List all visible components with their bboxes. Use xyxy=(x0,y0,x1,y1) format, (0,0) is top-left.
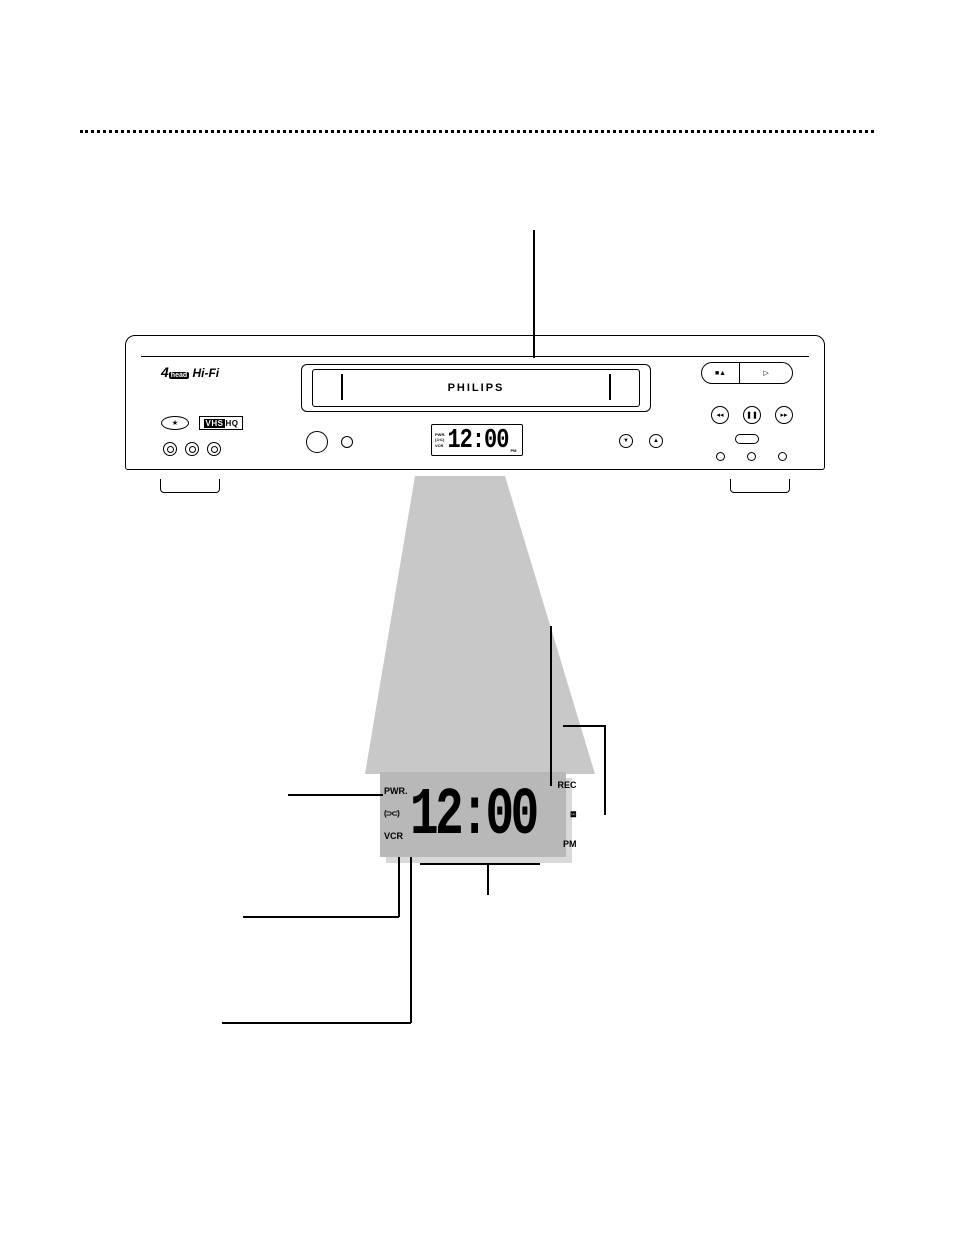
vhs-text: VHS xyxy=(204,419,226,428)
play-icon: ▷ xyxy=(763,369,768,377)
cassette-door: PHILIPS xyxy=(312,369,640,407)
callout-lead-cassette-slot xyxy=(533,230,535,358)
channel-buttons: ▼ ▲ xyxy=(619,434,663,448)
vcr-foot-right xyxy=(730,479,790,493)
callout-lead-clock-drop xyxy=(487,863,489,895)
transport-buttons: ◂◂ ❚❚ ▸▸ xyxy=(711,406,793,424)
callout-lead-vcr-v xyxy=(410,857,412,1023)
play-button[interactable]: ▷ xyxy=(739,363,792,383)
clock-readout: 12:00 xyxy=(410,766,536,863)
misc-circle-3 xyxy=(778,452,787,461)
pause-button[interactable]: ❚❚ xyxy=(743,406,761,424)
rec-indicator: REC xyxy=(558,780,577,790)
fast-forward-button[interactable]: ▸▸ xyxy=(775,406,793,424)
rewind-button[interactable]: ◂◂ xyxy=(711,406,729,424)
vcr-body: 4head Hi-Fi ★ VHSHQ PHILIPS xyxy=(125,335,825,470)
star-icon: ★ xyxy=(172,419,178,427)
ir-sensor xyxy=(341,436,353,448)
misc-circles xyxy=(716,452,787,461)
vcr-front-panel: 4head Hi-Fi ★ VHSHQ PHILIPS xyxy=(141,356,809,464)
callout-lead-vcr-h xyxy=(222,1022,411,1024)
misc-circle-2 xyxy=(747,452,756,461)
callout-lead-timer-v xyxy=(604,725,606,815)
vhs-hq-badge: VHSHQ xyxy=(199,416,243,430)
hifi-text: Hi-Fi xyxy=(192,366,219,380)
display-panel-enlarged: PWR. (⊃⊂) VCR 12:00 REC ⧈ PM xyxy=(380,772,566,857)
callout-lead-cassette-v xyxy=(398,857,400,917)
slot-notch-right xyxy=(609,374,611,400)
chevron-up-icon: ▲ xyxy=(653,438,659,444)
rewind-icon: ◂◂ xyxy=(716,411,723,419)
callout-lead-cassette-h xyxy=(243,916,399,918)
vcr-foot-left xyxy=(160,479,220,493)
display-left-labels: PWR. (⊃⊂) VCR xyxy=(435,432,445,448)
timer-indicator-icon: ⧈ xyxy=(558,810,577,820)
four-digit: 4 xyxy=(161,364,169,380)
cassette-in-indicator: (⊃⊂) xyxy=(384,810,408,819)
display-panel: PWR. (⊃⊂) VCR 12:00 PM xyxy=(431,424,523,456)
av-jack-audio-r[interactable] xyxy=(207,442,221,456)
channel-up-button[interactable]: ▲ xyxy=(649,434,663,448)
head-hifi-label: 4head Hi-Fi xyxy=(161,364,219,380)
clock-readout-small: 12:00 xyxy=(447,425,508,455)
brand-label: PHILIPS xyxy=(448,382,505,394)
pm-indicator-small: PM xyxy=(510,448,516,453)
badges-row: ★ VHSHQ xyxy=(161,416,243,430)
dotted-divider xyxy=(80,130,874,133)
chevron-down-icon: ▼ xyxy=(623,438,629,444)
callout-lead-pwr xyxy=(288,794,383,796)
vcr-illustration: 4head Hi-Fi ★ VHSHQ PHILIPS xyxy=(125,335,825,483)
head-tag: head xyxy=(169,372,189,379)
callout-lead-timer-h xyxy=(563,725,605,727)
stop-eject-play-bar: ■▲ ▷ xyxy=(701,362,793,384)
display-right-column: REC ⧈ PM xyxy=(558,774,577,855)
display-left-column: PWR. (⊃⊂) VCR xyxy=(384,774,408,855)
callout-lead-rec xyxy=(550,626,552,786)
pause-icon: ❚❚ xyxy=(746,411,758,419)
vcr-indicator-small: VCR xyxy=(435,443,445,448)
slot-notch-left xyxy=(341,374,343,400)
cassette-slot[interactable]: PHILIPS xyxy=(301,364,651,412)
hq-text: HQ xyxy=(225,419,238,428)
energy-star-badge: ★ xyxy=(161,416,189,430)
fast-forward-icon: ▸▸ xyxy=(780,411,787,419)
channel-down-button[interactable]: ▼ xyxy=(619,434,633,448)
misc-circle-1 xyxy=(716,452,725,461)
callout-lead-clock-bracket xyxy=(420,863,540,865)
record-button[interactable] xyxy=(735,434,759,444)
stop-eject-icon: ■▲ xyxy=(715,370,726,377)
right-button-cluster: ■▲ ▷ xyxy=(701,362,793,384)
vcr-indicator: VCR xyxy=(384,832,408,842)
stop-eject-button[interactable]: ■▲ xyxy=(702,363,739,383)
clock-time-text: 12:00 xyxy=(410,776,536,853)
av-jack-audio-l[interactable] xyxy=(185,442,199,456)
power-button[interactable] xyxy=(306,431,328,453)
av-input-jacks xyxy=(163,442,221,456)
pwr-indicator: PWR. xyxy=(384,787,408,797)
av-jack-video[interactable] xyxy=(163,442,177,456)
pm-indicator: PM xyxy=(558,839,577,849)
